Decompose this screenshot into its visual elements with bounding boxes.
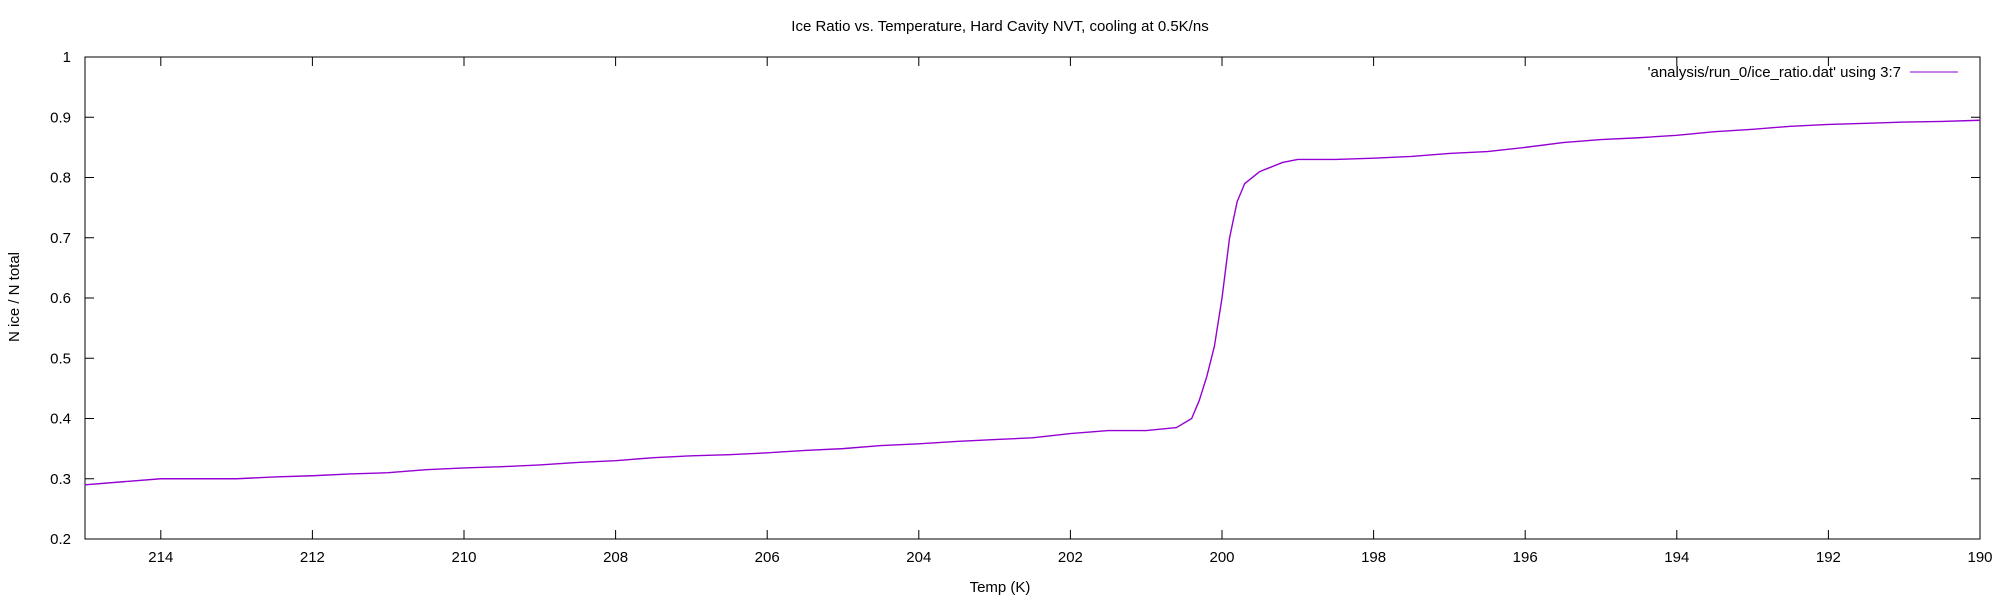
y-tick-label: 0.4 — [50, 411, 71, 428]
y-tick-label: 0.9 — [50, 109, 71, 126]
x-tick-label: 194 — [1664, 549, 1689, 566]
y-tick-label: 0.3 — [50, 471, 71, 488]
x-tick-label: 200 — [1209, 549, 1234, 566]
y-tick-label: 0.6 — [50, 290, 71, 307]
x-tick-label: 202 — [1058, 549, 1083, 566]
legend-label: 'analysis/run_0/ice_ratio.dat' using 3:7 — [1648, 64, 1901, 81]
x-tick-label: 212 — [300, 549, 325, 566]
chart-title: Ice Ratio vs. Temperature, Hard Cavity N… — [791, 18, 1208, 35]
series-layer — [84, 119, 1981, 486]
y-tick-label: 0.2 — [50, 531, 71, 548]
y-axis-label: N ice / N total — [6, 252, 23, 342]
series-line — [84, 119, 1981, 486]
plot-frame — [84, 56, 1981, 540]
y-tick-label: 0.5 — [50, 350, 71, 367]
x-tick-label: 192 — [1816, 549, 1841, 566]
x-tick-label: 196 — [1513, 549, 1538, 566]
x-tick-label: 204 — [906, 549, 931, 566]
y-tick-label: 0.7 — [50, 230, 71, 247]
x-tick-label: 206 — [755, 549, 780, 566]
y-tick-label: 0.8 — [50, 170, 71, 187]
y-tick-label: 1 — [63, 49, 71, 66]
x-tick-label: 190 — [1967, 549, 1992, 566]
x-tick-label: 210 — [451, 549, 476, 566]
x-tick-label: 214 — [148, 549, 173, 566]
x-tick-label: 208 — [603, 549, 628, 566]
ticks-layer: 214 212 210 208 206 204 202 200 198 196 194 192 190 0… — [50, 49, 1992, 566]
x-tick-label: 198 — [1361, 549, 1386, 566]
x-axis-label: Temp (K) — [970, 579, 1031, 596]
